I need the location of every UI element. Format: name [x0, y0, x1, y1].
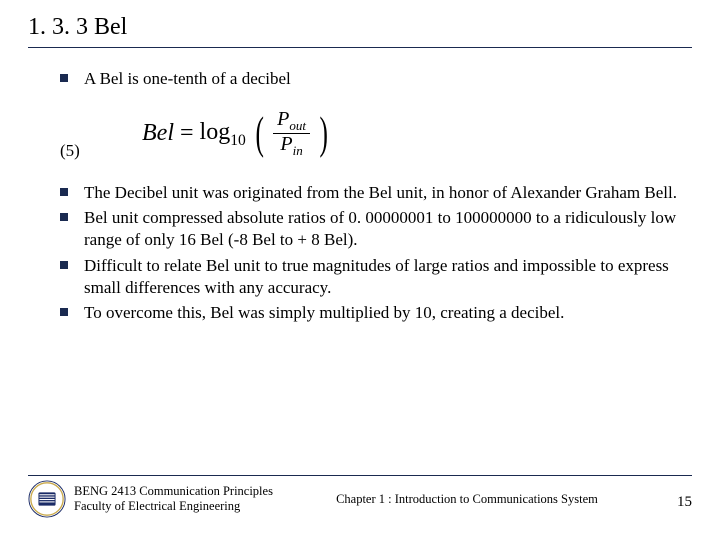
- bullet-text: A Bel is one-tenth of a decibel: [84, 68, 692, 90]
- list-item: Bel unit compressed absolute ratios of 0…: [60, 207, 692, 251]
- p-out: P: [277, 108, 289, 130]
- log-fn: log10: [200, 117, 246, 151]
- list-item: A Bel is one-tenth of a decibel: [60, 68, 692, 90]
- equals-sign: =: [180, 118, 194, 149]
- out-sub: out: [289, 118, 306, 133]
- slide-content: A Bel is one-tenth of a decibel (5) Bel …: [28, 68, 692, 324]
- square-bullet-icon: [60, 308, 68, 316]
- page-number: 15: [661, 494, 692, 511]
- university-logo-icon: [28, 480, 66, 518]
- equation-row: (5) Bel = log10 ( Pout Pin ): [60, 106, 692, 162]
- square-bullet-icon: [60, 213, 68, 221]
- square-bullet-icon: [60, 188, 68, 196]
- bel-formula: Bel = log10 ( Pout Pin ): [142, 109, 331, 157]
- formula-lhs: Bel: [142, 118, 174, 149]
- numerator: Pout: [273, 109, 310, 134]
- list-item: To overcome this, Bel was simply multipl…: [60, 302, 692, 324]
- denominator: Pin: [276, 134, 306, 158]
- square-bullet-icon: [60, 261, 68, 269]
- faculty-name: Faculty of Electrical Engineering: [74, 499, 273, 514]
- equation-number: (5): [60, 140, 108, 162]
- slide-footer: BENG 2413 Communication Principles Facul…: [28, 475, 692, 518]
- right-paren-icon: ): [319, 115, 327, 152]
- left-paren-icon: (: [255, 115, 263, 152]
- square-bullet-icon: [60, 74, 68, 82]
- course-code: BENG 2413 Communication Principles: [74, 484, 273, 499]
- log-text: log: [200, 119, 231, 145]
- bullet-text: Bel unit compressed absolute ratios of 0…: [84, 207, 692, 251]
- slide-title: 1. 3. 3 Bel: [28, 14, 692, 48]
- p-in: P: [280, 133, 292, 155]
- list-item: The Decibel unit was originated from the…: [60, 182, 692, 204]
- bullet-text: Difficult to relate Bel unit to true mag…: [84, 255, 692, 299]
- fraction: Pout Pin: [273, 109, 310, 157]
- footer-left: BENG 2413 Communication Principles Facul…: [74, 484, 273, 514]
- bullet-text: To overcome this, Bel was simply multipl…: [84, 302, 692, 324]
- footer-center: Chapter 1 : Introduction to Communicatio…: [273, 492, 661, 507]
- in-sub: in: [293, 143, 303, 158]
- list-item: Difficult to relate Bel unit to true mag…: [60, 255, 692, 299]
- log-base: 10: [230, 132, 246, 149]
- bullet-text: The Decibel unit was originated from the…: [84, 182, 692, 204]
